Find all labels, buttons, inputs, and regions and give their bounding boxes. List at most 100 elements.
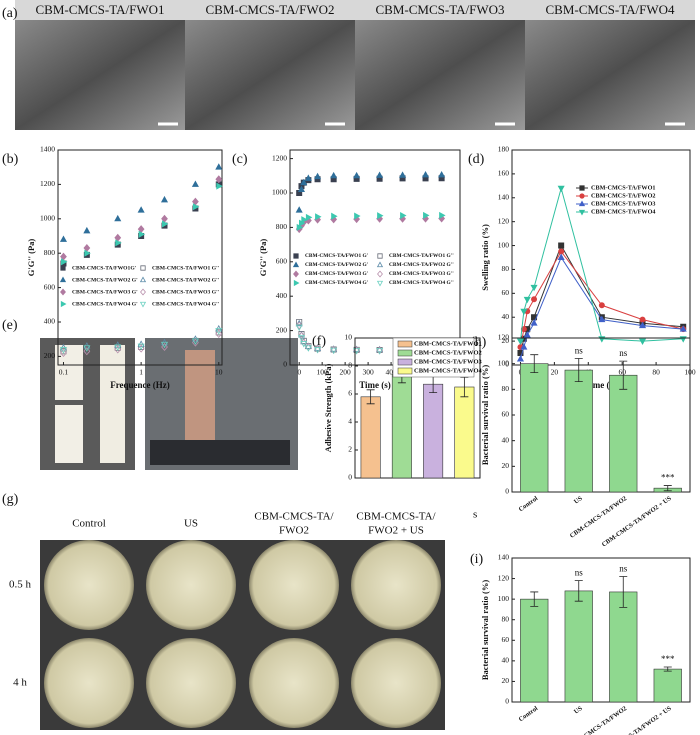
y-tick-label: 20 [502, 336, 510, 345]
marker [331, 212, 338, 220]
sem-image [525, 20, 695, 130]
legend-marker [578, 200, 586, 207]
panel-label: (e) [2, 318, 18, 333]
x-tick-label: 200 [340, 368, 352, 377]
marker [191, 338, 199, 345]
y-tick-label: 200 [44, 351, 56, 360]
plate-column-label: US [184, 518, 198, 530]
marker [638, 338, 647, 346]
y-tick-label: 40 [502, 435, 510, 444]
legend-label: CBM-CMCS-TA/FWO4 [414, 367, 483, 374]
legend-marker [376, 280, 384, 287]
marker [530, 284, 538, 292]
y-tick-label: 0 [283, 360, 287, 369]
marker [297, 185, 306, 193]
sem-images [15, 20, 695, 130]
legend-swatch [397, 349, 413, 357]
plot-frame [511, 149, 691, 366]
marker [399, 171, 407, 178]
x-tick-label: US [573, 705, 584, 716]
x-tick-label: 100 [317, 368, 329, 377]
marker [216, 182, 223, 190]
y-tick-label: 120 [498, 333, 510, 342]
y-tick-label: 180 [498, 145, 510, 154]
legend-label: CBM-CMCS-TA/FWO3 G'' [152, 289, 220, 295]
y-tick-label: 6 [348, 389, 352, 398]
significance-label: ns [575, 346, 584, 356]
y-axis-label: G'G'' (Pa) [26, 239, 36, 277]
marker [422, 170, 430, 178]
marker [160, 341, 169, 349]
marker [598, 315, 606, 323]
legend-marker [293, 270, 299, 278]
adhesion-photos [40, 338, 298, 470]
significance-label: *** [661, 654, 675, 664]
y-axis-label: Bacterial survival ratio (%) [480, 580, 490, 680]
sem-title: CBM-CMCS-TA/FWO4 [546, 2, 675, 17]
marker [297, 335, 306, 342]
bar [360, 396, 381, 479]
legend-label: CBM-CMCS-TA/FWO3 [591, 200, 656, 207]
x-tick-label: Control [518, 495, 540, 513]
marker [516, 355, 525, 362]
y-tick-label: 0 [505, 360, 509, 369]
marker [376, 171, 384, 178]
legend-marker [292, 261, 300, 268]
legend-label: CBM-CMCS-TA/FWO1 G' [305, 253, 369, 259]
marker [423, 211, 430, 219]
marker [557, 253, 565, 260]
plate-row-label: 4 h [13, 677, 27, 689]
legend-label: CBM-CMCS-TA/FWO1 G'' [152, 265, 220, 271]
y-tick-label: 0 [505, 697, 509, 706]
error-bar [663, 485, 672, 492]
sem-title: CBM-CMCS-TA/FWO2 [206, 2, 335, 17]
y-tick-label: 400 [276, 291, 288, 300]
plate [44, 540, 134, 630]
plates [40, 540, 445, 730]
y-tick-label: 120 [498, 573, 510, 582]
marker [353, 171, 361, 179]
y-axis-label: G'G'' (Pa) [258, 239, 268, 277]
legend-label: CBM-CMCS-TA/FWO2 G'' [389, 262, 454, 268]
plate-column-label: CBM-CMCS-TA/ [254, 511, 334, 523]
legend-label: CBM-CMCS-TA/FWO4 G' [305, 280, 369, 286]
error-bar [619, 360, 628, 390]
legend-label: CBM-CMCS-TA/FWO1G' [72, 265, 137, 271]
marker [84, 249, 91, 257]
marker [191, 180, 199, 187]
plate [351, 638, 441, 728]
marker [114, 214, 122, 222]
error-bar [663, 666, 672, 672]
marker [215, 330, 223, 339]
legend-label: CBM-CMCS-TA/FWO2 [591, 192, 656, 199]
legend-marker [139, 301, 147, 308]
marker [314, 172, 322, 180]
bar [391, 374, 412, 479]
y-tick-label: 2 [348, 445, 352, 454]
error-bar [574, 358, 583, 383]
legend-marker [140, 265, 146, 271]
y-tick-label: 1200 [40, 179, 55, 188]
legend-marker [293, 253, 299, 259]
plate [351, 540, 441, 630]
significance-label: *** [661, 473, 675, 483]
plate-column-label: FWO2 [279, 525, 309, 537]
plate-column-label: CBM-CMCS-TA/ [356, 511, 436, 523]
marker [376, 348, 384, 355]
marker [83, 347, 91, 356]
x-axis-label: Frequence (Hz) [110, 380, 170, 390]
y-axis-label: Adhesive Strength (kPa) [323, 364, 333, 453]
marker [61, 258, 68, 266]
y-axis-label: Bacterial survival ratio (%) [480, 365, 490, 465]
legend-label: CBM-CMCS-TA/FWO4 [591, 208, 656, 215]
error-bar [619, 576, 628, 608]
legend-label: CBM-CMCS-TA/FWO3 [414, 358, 483, 365]
marker [354, 212, 361, 220]
legend-label: CBM-CMCS-TA/FWO3 G' [72, 289, 138, 295]
photo-strip [185, 350, 215, 445]
y-tick-label: 1000 [272, 188, 287, 197]
y-tick-label: 800 [44, 248, 56, 257]
marker [377, 212, 384, 220]
y-tick-label: 0 [348, 473, 352, 482]
